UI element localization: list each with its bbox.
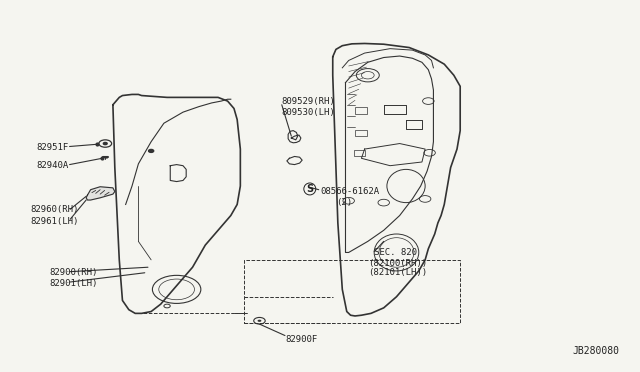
Text: 82961(LH): 82961(LH) — [30, 217, 79, 225]
Text: 82900(RH): 82900(RH) — [49, 268, 97, 277]
Bar — [355, 129, 367, 136]
Text: 82901(LH): 82901(LH) — [49, 279, 97, 288]
Circle shape — [257, 320, 261, 322]
Text: JB280080: JB280080 — [573, 346, 620, 356]
Text: (2): (2) — [336, 198, 352, 207]
Text: SEC. 820: SEC. 820 — [374, 248, 417, 257]
Text: 82940A: 82940A — [36, 161, 68, 170]
Text: S: S — [307, 184, 314, 194]
Text: (82101(LH)): (82101(LH)) — [368, 268, 427, 277]
Text: (82100(RH)): (82100(RH)) — [368, 259, 427, 268]
Text: 82951F: 82951F — [36, 143, 68, 152]
Polygon shape — [86, 187, 115, 200]
Bar — [355, 108, 367, 114]
Bar — [354, 150, 365, 157]
Text: 08566-6162A: 08566-6162A — [320, 187, 379, 196]
Text: 809529(RH): 809529(RH) — [282, 97, 335, 106]
Text: 82900F: 82900F — [285, 335, 317, 344]
Circle shape — [103, 142, 107, 145]
Text: 809530(LH): 809530(LH) — [282, 108, 335, 117]
Text: 82960(RH): 82960(RH) — [30, 205, 79, 215]
Circle shape — [148, 150, 154, 153]
